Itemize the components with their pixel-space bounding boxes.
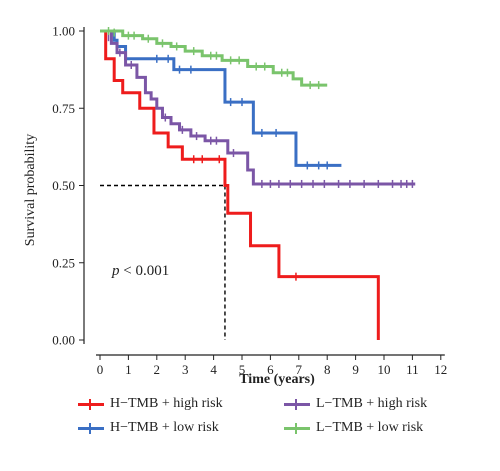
x-tick-label: 4	[210, 362, 217, 377]
legend-item-h-tmb-low-risk: H−TMB + low risk	[78, 418, 219, 438]
survival-curve	[100, 29, 416, 186]
x-tick-label: 8	[324, 362, 331, 377]
legend-swatch-red	[78, 396, 104, 412]
series-2	[100, 29, 342, 170]
series-1	[100, 29, 380, 340]
p-value-text: < 0.001	[120, 263, 170, 279]
x-tick-label: 6	[267, 362, 274, 377]
x-axis-title: Time (years)	[239, 372, 315, 387]
series-4	[100, 27, 328, 90]
p-value-symbol: p	[111, 263, 120, 279]
x-tick-label: 1	[125, 362, 132, 377]
legend-swatch-blue	[78, 420, 104, 436]
x-tick-label: 12	[434, 362, 447, 377]
x-tick-label: 10	[378, 362, 391, 377]
x-tick-label: 7	[296, 362, 303, 377]
ticks: 0.000.250.500.751.000 1 2 3 4 5 6 7 8 9 10 11 12	[52, 24, 447, 378]
y-tick-label: 0.25	[52, 255, 75, 270]
legend: H−TMB + high risk H−TMB + low risk L−TMB…	[0, 388, 500, 468]
legend-label: H−TMB + high risk	[110, 396, 223, 411]
legend-label: L−TMB + high risk	[316, 396, 428, 411]
legend-label: H−TMB + low risk	[110, 420, 219, 435]
y-tick-label: 1.00	[52, 24, 75, 39]
x-tick-label: 5	[239, 362, 246, 377]
survival-curve	[100, 29, 380, 340]
median-reference-lines	[100, 184, 226, 340]
x-tick-label: 3	[182, 362, 189, 377]
x-tick-label: 11	[406, 362, 419, 377]
x-tick-label: 0	[97, 362, 104, 377]
series-group	[100, 27, 416, 340]
legend-item-l-tmb-high-risk: L−TMB + high risk	[284, 394, 427, 414]
survival-curve	[100, 29, 328, 87]
legend-swatch-green	[284, 420, 310, 436]
survival-chart: 0.000.250.500.751.000 1 2 3 4 5 6 7 8 9 10 11 12 Sur…	[23, 24, 447, 388]
legend-item-h-tmb-high-risk: H−TMB + high risk	[78, 394, 223, 414]
y-tick-label: 0.50	[52, 178, 75, 193]
survival-curve	[100, 29, 342, 167]
x-tick-label: 9	[352, 362, 359, 377]
legend-label: L−TMB + low risk	[316, 420, 424, 435]
y-tick-label: 0.00	[52, 333, 75, 348]
legend-item-l-tmb-low-risk: L−TMB + low risk	[284, 418, 423, 438]
p-value-annotation: p < 0.001	[111, 263, 169, 279]
y-tick-label: 0.75	[52, 101, 75, 116]
y-axis-title: Survival probability	[23, 134, 38, 246]
x-tick-label: 2	[154, 362, 161, 377]
legend-swatch-purple	[284, 396, 310, 412]
